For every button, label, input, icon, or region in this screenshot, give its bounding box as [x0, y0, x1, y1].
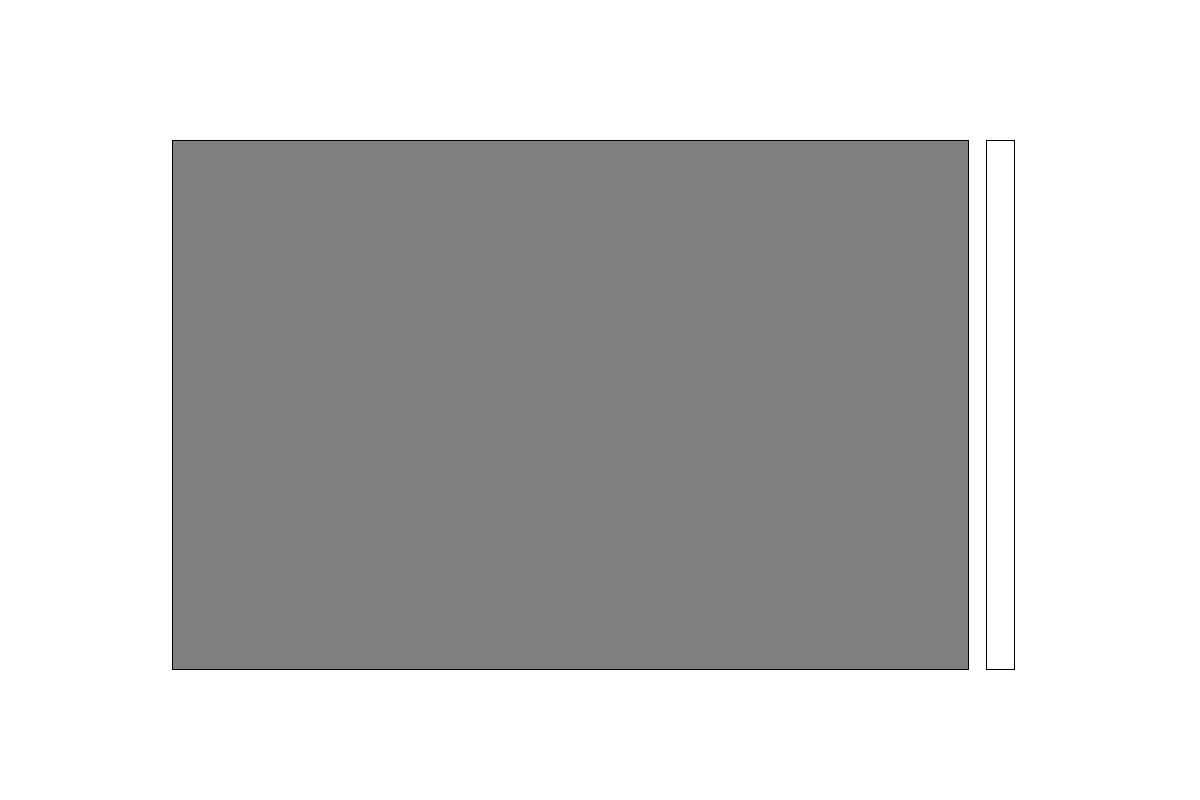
- colorbar: [986, 140, 1015, 670]
- plot-area: [172, 140, 969, 670]
- reflectivity-heatmap-canvas: [173, 141, 968, 669]
- colorbar-gradient: [987, 141, 1014, 669]
